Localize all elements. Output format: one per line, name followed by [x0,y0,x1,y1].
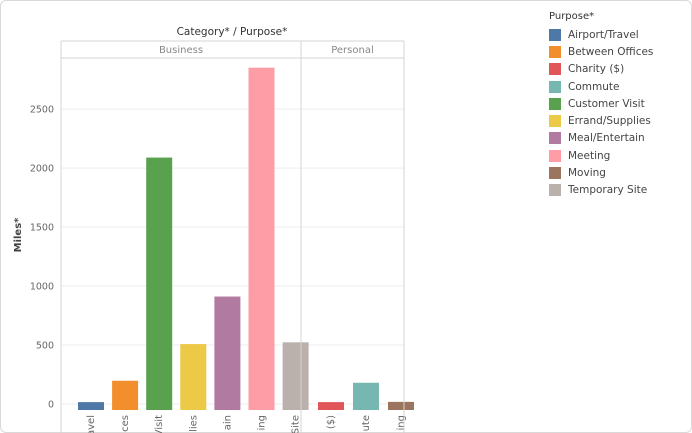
y-tick-label: 2000 [30,164,54,175]
legend-item[interactable]: Between Offices [549,43,653,60]
legend-swatch [549,28,561,41]
legend-item[interactable]: Meal/Entertain [549,130,653,147]
legend-label: Between Offices [568,45,654,58]
bar-commute[interactable] [353,382,379,410]
legend-swatch [549,167,561,180]
x-tick-label: ces [120,415,131,432]
legend-item[interactable]: Commute [549,78,653,95]
legend-label: Meal/Entertain [568,132,645,145]
x-tick-label: ute [361,415,372,431]
y-axis-label: Miles* [13,217,24,253]
legend-item[interactable]: Charity ($) [549,61,653,78]
y-tick-label: 500 [36,341,54,352]
legend-swatch [549,149,561,162]
legend-label: Errand/Supplies [568,115,651,128]
legend-item[interactable]: Meeting [549,147,653,164]
bar-temporary-site[interactable] [282,342,309,410]
legend-item[interactable]: Temporary Site [549,182,653,199]
legend-swatch [549,115,561,128]
legend-label: Meeting [568,149,611,162]
legend-label: Commute [568,80,620,93]
bar-between-offices[interactable] [112,380,139,410]
bar-meal-entertain[interactable] [214,296,241,410]
x-tick-label: ain [222,415,233,430]
x-tick-label: avel [86,415,97,433]
legend-label: Customer Visit [568,97,645,110]
legend-title: Purpose* [549,11,595,22]
bar-charity[interactable] [318,402,344,410]
chart-title: Category* / Purpose* [177,26,288,38]
panel-header-personal: Personal [331,45,374,56]
legend-item[interactable]: Customer Visit [549,95,653,112]
y-tick-label: 0 [48,400,54,411]
x-tick-label: Site [291,415,302,433]
y-tick-label: 2500 [30,105,54,116]
legend-item[interactable]: Airport/Travel [549,26,653,43]
legend-item[interactable]: Moving [549,164,653,181]
legend-label: Temporary Site [568,184,648,197]
x-tick-label: Visit [154,415,165,433]
bar-meeting[interactable] [248,67,275,410]
legend-swatch [549,63,561,76]
bar-errand-supplies[interactable] [180,344,207,410]
legend-label: Airport/Travel [568,28,639,41]
y-tick-label: 1000 [30,282,54,293]
bar-customer-visit[interactable] [146,157,173,410]
legend-label: Charity ($) [568,63,625,76]
x-tick-label: ($) [326,415,337,429]
legend-swatch [549,45,561,58]
legend-swatch [549,184,561,197]
legend-swatch [549,97,561,110]
legend-item[interactable]: Errand/Supplies [549,112,653,129]
y-tick-label: 1500 [30,223,54,234]
bar-moving[interactable] [388,401,414,410]
x-tick-label: ing [396,415,407,430]
bar-airport-travel[interactable] [78,402,104,410]
legend-swatch [549,80,561,93]
panel-header-business: Business [159,45,203,56]
x-tick-label: ing [257,415,268,430]
legend-label: Moving [568,167,606,180]
legend-swatch [549,132,561,145]
x-tick-label: lies [188,415,199,432]
legend: Purpose* Airport/Travel Between Offices Ch… [549,11,653,199]
